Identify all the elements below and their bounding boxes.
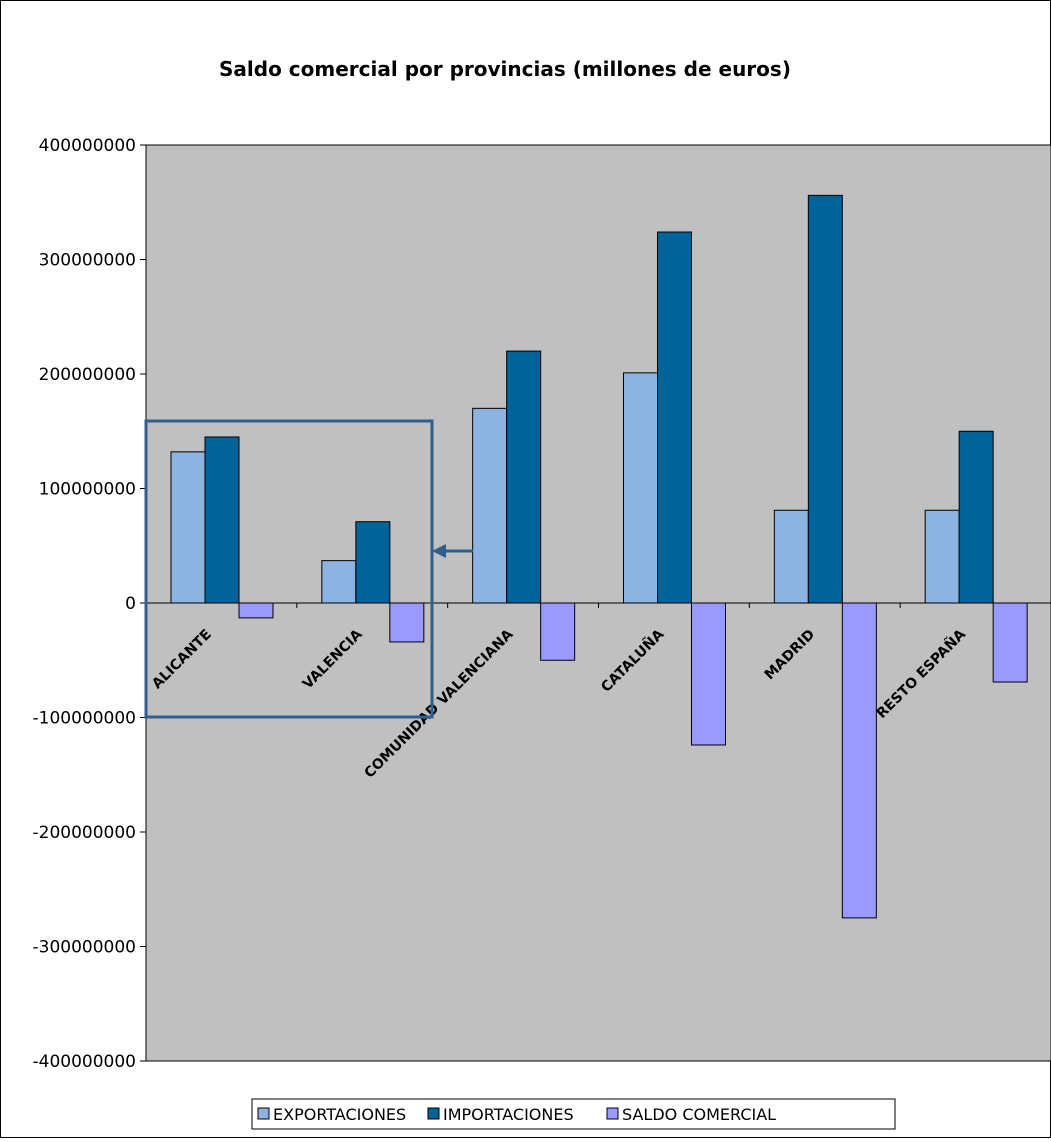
bar-importaciones	[958, 430, 994, 604]
y-tick-label: -100000000	[33, 709, 136, 729]
bar-importaciones	[807, 194, 843, 604]
legend-label: SALDO COMERCIAL	[622, 1105, 776, 1124]
arrow-head	[432, 544, 446, 558]
y-tick-label: 400000000	[39, 136, 136, 156]
legend-label: EXPORTACIONES	[273, 1105, 406, 1124]
bar-saldo-comercial	[691, 602, 726, 746]
bar-exportaciones	[773, 509, 809, 604]
legend-swatch	[606, 1107, 619, 1120]
bar-exportaciones	[472, 407, 508, 604]
bar-exportaciones	[170, 451, 206, 604]
bar-importaciones	[204, 436, 240, 604]
bar-saldo-comercial	[540, 602, 576, 661]
y-axis: 400000000 300000000 200000000 100000000 0 -10…	[33, 136, 146, 1072]
annotations	[144, 419, 473, 719]
bar-saldo-comercial	[992, 602, 1028, 683]
bar-saldo-comercial	[841, 602, 877, 919]
y-tick-label: 100000000	[39, 480, 136, 500]
bar-exportaciones	[623, 372, 658, 604]
bar-exportaciones	[924, 509, 960, 604]
highlight-box	[144, 419, 434, 719]
legend-box	[251, 1098, 896, 1130]
y-tick-label: 200000000	[39, 365, 136, 385]
bar-exportaciones	[321, 560, 357, 604]
bar-importaciones	[355, 521, 391, 604]
bars	[170, 194, 1028, 919]
bar-importaciones	[506, 350, 542, 604]
bar-saldo-comercial	[389, 602, 425, 643]
y-tick-label: -400000000	[33, 1052, 136, 1072]
bar-importaciones	[657, 231, 692, 604]
y-tick-label: -200000000	[33, 823, 136, 843]
y-tick-label: 300000000	[39, 251, 136, 271]
legend-swatch	[257, 1107, 270, 1120]
legend-label: IMPORTACIONES	[443, 1105, 574, 1124]
bar-saldo-comercial	[238, 602, 274, 619]
legend: EXPORTACIONES IMPORTACIONES SALDO COMERCIA…	[251, 1098, 896, 1130]
y-tick-label: -300000000	[33, 938, 136, 958]
chart-title: Saldo comercial por provincias (millones…	[219, 57, 791, 81]
y-tick-label: 0	[125, 594, 136, 614]
legend-swatch	[427, 1107, 440, 1120]
